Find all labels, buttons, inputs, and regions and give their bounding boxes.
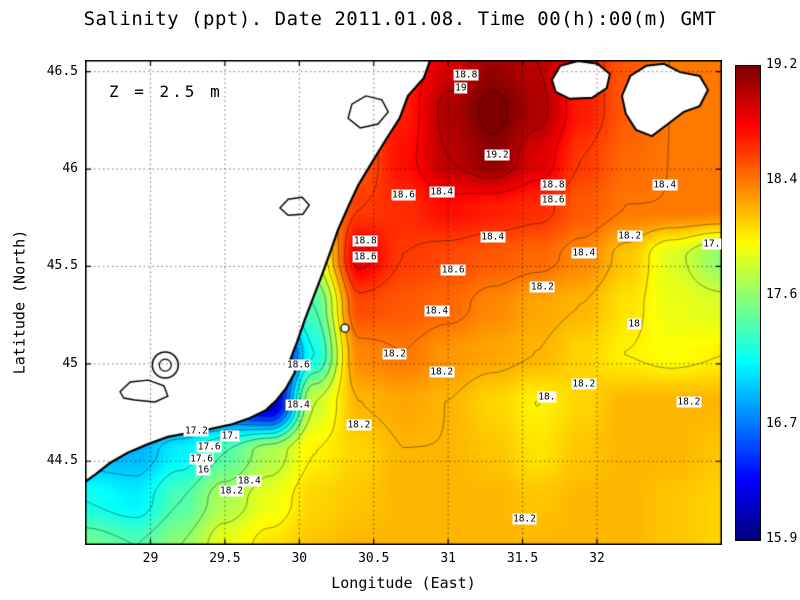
contour-label: 18.4 [480, 231, 506, 243]
colorbar-tick-label: 17.6 [766, 286, 798, 302]
contour-label: 18.2 [346, 419, 372, 431]
contour-label: 18.4 [424, 305, 450, 317]
x-tick-label: 31 [440, 551, 456, 566]
contour-label: 18.6 [540, 194, 566, 206]
y-tick-label: 44.5 [46, 453, 78, 469]
contour-label: 17. [702, 238, 722, 250]
plot-area: Z = 2.5 m 18.8 19 19.2 18.6 18.4 18.8 18.6 18.4… [85, 60, 722, 545]
colorbar [735, 65, 761, 541]
contour-label: 18. [537, 391, 557, 403]
contour-label: 19 [454, 82, 468, 94]
contour-label: 17. [220, 430, 240, 442]
colorbar-tick-label: 18.4 [766, 171, 798, 187]
contour-label: 18.8 [540, 179, 566, 191]
contour-label: 17.6 [196, 441, 222, 453]
contour-label: 19.2 [484, 149, 510, 161]
contour-label: 18.8 [352, 235, 378, 247]
contour-label: 18.4 [429, 186, 455, 198]
contour-label: 18.2 [676, 396, 702, 408]
contour-label: 18.8 [453, 69, 479, 81]
x-axis-label: Longitude (East) [331, 574, 476, 592]
contour-label: 18.4 [652, 179, 678, 191]
contour-label: 16 [196, 464, 211, 476]
contour-label: 17.6 [189, 453, 215, 465]
contour-label: 18.2 [617, 230, 643, 242]
x-tick-label: 30.5 [358, 551, 390, 566]
contour-label: 18 [627, 318, 641, 330]
contour-label: 18.2 [219, 485, 244, 497]
plot-canvas [85, 60, 722, 545]
colorbar-tick-label: 15.9 [766, 531, 798, 546]
contour-label: 18.2 [571, 378, 597, 390]
y-tick-label: 46 [62, 161, 78, 177]
x-tick-label: 30 [291, 551, 308, 566]
contour-label: 18.6 [391, 189, 416, 201]
contour-label: 18.2 [382, 348, 408, 360]
contour-label: 18.4 [236, 475, 262, 487]
x-tick-label: 29.5 [209, 551, 241, 566]
x-tick-label: 32 [589, 551, 605, 566]
depth-annotation: Z = 2.5 m [109, 82, 223, 101]
x-tick-label: 31.5 [506, 551, 539, 566]
chart-title: Salinity (ppt). Date 2011.01.08. Time 00… [83, 8, 717, 30]
contour-label: 18.4 [285, 399, 311, 411]
y-tick-label: 46.5 [46, 63, 78, 79]
contour-label: 18.2 [512, 513, 537, 525]
colorbar-tick-label: 19.2 [766, 57, 798, 72]
contour-label: 18.6 [440, 264, 466, 276]
colorbar-tick-label: 16.7 [766, 416, 798, 432]
x-tick-label: 29 [142, 551, 159, 566]
contour-label: 18.2 [429, 366, 455, 378]
y-tick-label: 45.5 [46, 258, 78, 274]
contour-label: 18.4 [571, 247, 597, 259]
y-tick-label: 45 [62, 355, 78, 371]
contour-label: 18.6 [285, 359, 311, 371]
y-axis-label: Latitude (North) [10, 229, 29, 375]
contour-label: 17.2 [184, 425, 209, 437]
contour-label: 18.6 [352, 251, 378, 263]
contour-label: 18.2 [529, 281, 555, 293]
